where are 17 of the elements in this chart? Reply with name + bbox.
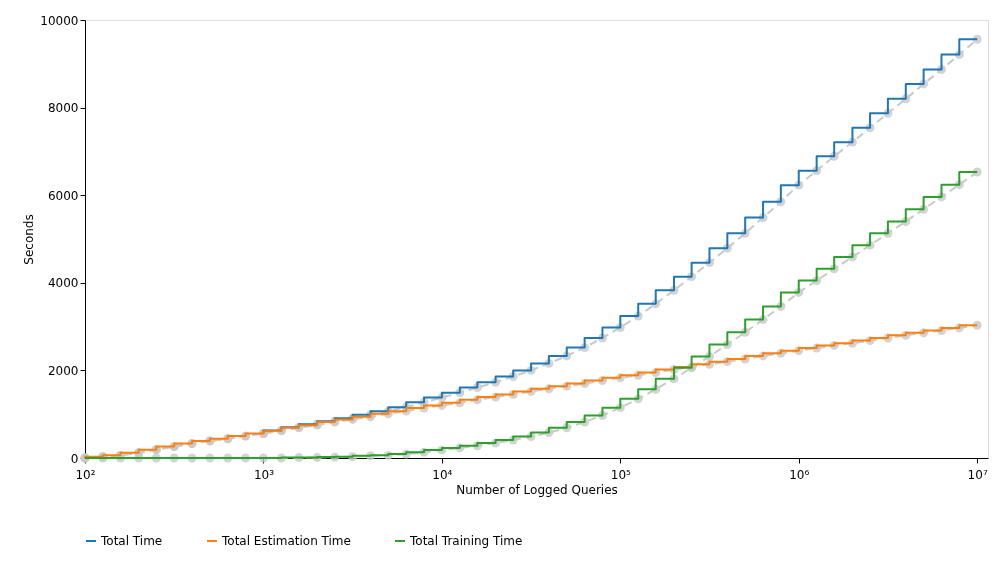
- legend-label: Total Time: [100, 534, 163, 548]
- x-tick-label: 10³: [253, 467, 275, 482]
- y-tick-label: 4000: [47, 276, 79, 291]
- y-tick-label: 0: [70, 451, 79, 466]
- x-tick-label: 10⁷: [967, 467, 988, 482]
- legend-label: Total Training Time: [409, 534, 523, 548]
- x-tick-label: 10⁴: [432, 467, 453, 482]
- legend-label: Total Estimation Time: [221, 534, 351, 548]
- y-tick-label: 8000: [47, 101, 79, 116]
- x-tick-label: 10⁵: [610, 467, 632, 482]
- y-tick-label: 2000: [47, 363, 79, 378]
- y-tick-label: 10000: [40, 13, 79, 28]
- y-tick-label: 6000: [47, 188, 79, 203]
- x-axis-title: Number of Logged Queries: [456, 482, 618, 497]
- y-axis-title: Seconds: [22, 214, 37, 265]
- x-tick-label: 10²: [75, 467, 96, 482]
- x-tick-label: 10⁶: [789, 467, 810, 482]
